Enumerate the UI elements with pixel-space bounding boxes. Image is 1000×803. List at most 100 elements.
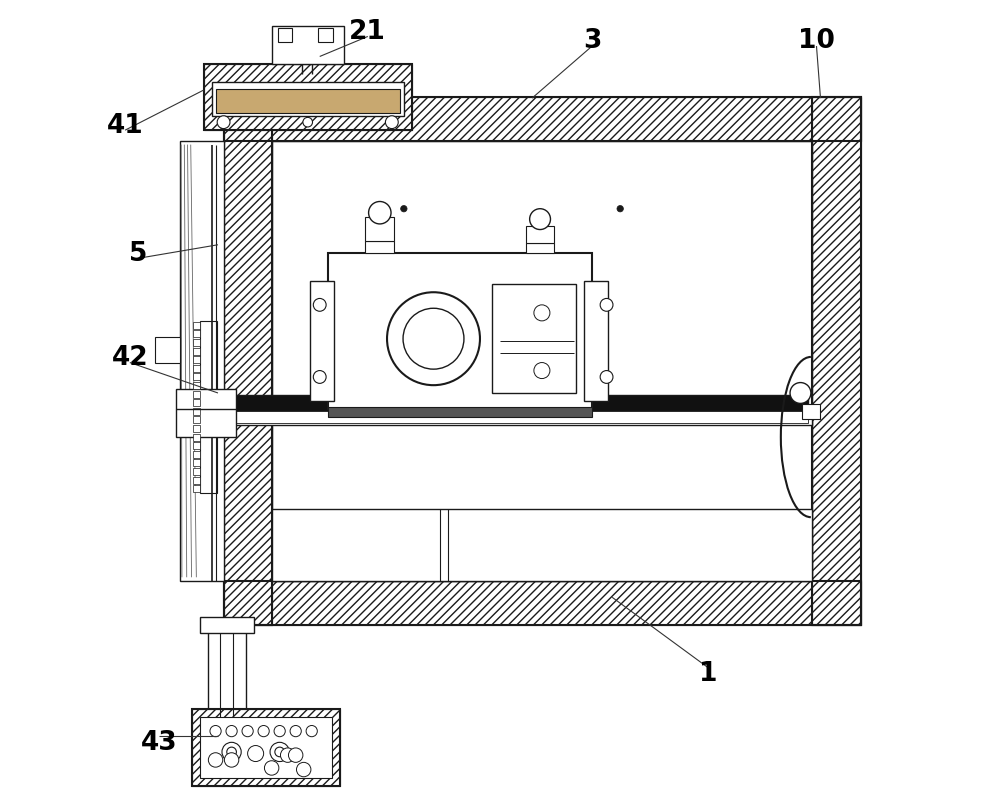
Circle shape	[403, 309, 464, 369]
Bar	[193, 400, 200, 406]
Bar	[193, 374, 200, 381]
Bar	[176, 389, 236, 438]
Bar	[224, 581, 861, 626]
Bar	[193, 468, 200, 475]
Bar	[812, 97, 861, 626]
Bar	[193, 451, 200, 459]
Bar	[193, 322, 200, 329]
Bar	[193, 460, 200, 467]
Circle shape	[242, 726, 253, 737]
Bar	[365, 242, 394, 254]
Text: 1: 1	[699, 661, 718, 687]
Circle shape	[217, 116, 230, 129]
Circle shape	[290, 726, 301, 737]
Circle shape	[303, 118, 313, 128]
Bar	[272, 141, 812, 581]
Bar	[272, 141, 812, 581]
Circle shape	[226, 726, 237, 737]
Text: 41: 41	[107, 112, 143, 138]
Circle shape	[600, 371, 613, 384]
Bar	[232, 395, 808, 411]
Bar	[584, 282, 608, 402]
Bar	[193, 442, 200, 450]
Bar	[328, 408, 592, 418]
Circle shape	[313, 371, 326, 384]
Bar	[192, 710, 340, 785]
Circle shape	[296, 762, 311, 777]
Bar	[220, 411, 812, 426]
Circle shape	[227, 748, 236, 756]
Bar	[193, 477, 200, 484]
Bar	[492, 284, 576, 393]
Circle shape	[530, 210, 550, 230]
Bar	[310, 282, 334, 402]
Bar	[193, 434, 200, 441]
Circle shape	[288, 748, 303, 762]
Bar	[193, 348, 200, 355]
Bar	[204, 65, 412, 131]
Circle shape	[600, 299, 613, 312]
Circle shape	[248, 746, 264, 761]
Circle shape	[369, 202, 391, 225]
Bar	[193, 391, 200, 398]
Circle shape	[387, 293, 480, 385]
Bar	[328, 254, 592, 410]
Text: 43: 43	[141, 728, 178, 755]
Bar	[224, 581, 861, 626]
Circle shape	[258, 726, 269, 737]
Circle shape	[313, 299, 326, 312]
Circle shape	[306, 726, 317, 737]
Bar	[192, 710, 340, 785]
Circle shape	[534, 305, 550, 321]
Circle shape	[790, 383, 811, 404]
Bar	[200, 618, 254, 634]
Bar	[812, 97, 861, 626]
Bar	[193, 331, 200, 338]
Circle shape	[208, 752, 223, 767]
Circle shape	[274, 726, 285, 737]
Bar	[224, 97, 272, 626]
Bar	[224, 97, 861, 141]
Circle shape	[534, 363, 550, 379]
Circle shape	[385, 116, 398, 129]
Bar	[200, 321, 217, 494]
Circle shape	[401, 206, 407, 213]
Bar	[526, 244, 554, 254]
Text: 3: 3	[583, 28, 601, 55]
Bar	[193, 340, 200, 346]
Circle shape	[280, 748, 295, 762]
Bar	[216, 89, 400, 113]
Text: 21: 21	[349, 18, 386, 45]
Bar	[212, 83, 404, 116]
Circle shape	[210, 726, 221, 737]
Bar	[224, 97, 272, 626]
Bar	[208, 626, 246, 734]
Text: 10: 10	[798, 28, 835, 55]
Bar	[193, 426, 200, 433]
Bar	[318, 29, 333, 43]
Bar	[204, 65, 412, 131]
Bar	[193, 382, 200, 389]
Bar	[193, 417, 200, 424]
Circle shape	[222, 743, 241, 761]
Text: 42: 42	[112, 344, 148, 370]
Bar	[272, 27, 344, 65]
Bar	[224, 97, 861, 141]
Circle shape	[275, 748, 284, 756]
Bar	[193, 365, 200, 373]
Bar	[526, 226, 554, 244]
Circle shape	[264, 760, 279, 775]
Bar	[193, 408, 200, 415]
Bar	[365, 218, 394, 242]
Bar	[193, 357, 200, 364]
Bar	[278, 29, 292, 43]
Bar	[802, 405, 820, 419]
Bar	[272, 510, 812, 581]
Bar	[180, 141, 224, 581]
Bar	[155, 337, 180, 363]
Circle shape	[224, 752, 239, 767]
Bar	[200, 718, 332, 777]
Text: 5: 5	[129, 240, 147, 267]
Circle shape	[270, 743, 289, 761]
Bar	[193, 486, 200, 493]
